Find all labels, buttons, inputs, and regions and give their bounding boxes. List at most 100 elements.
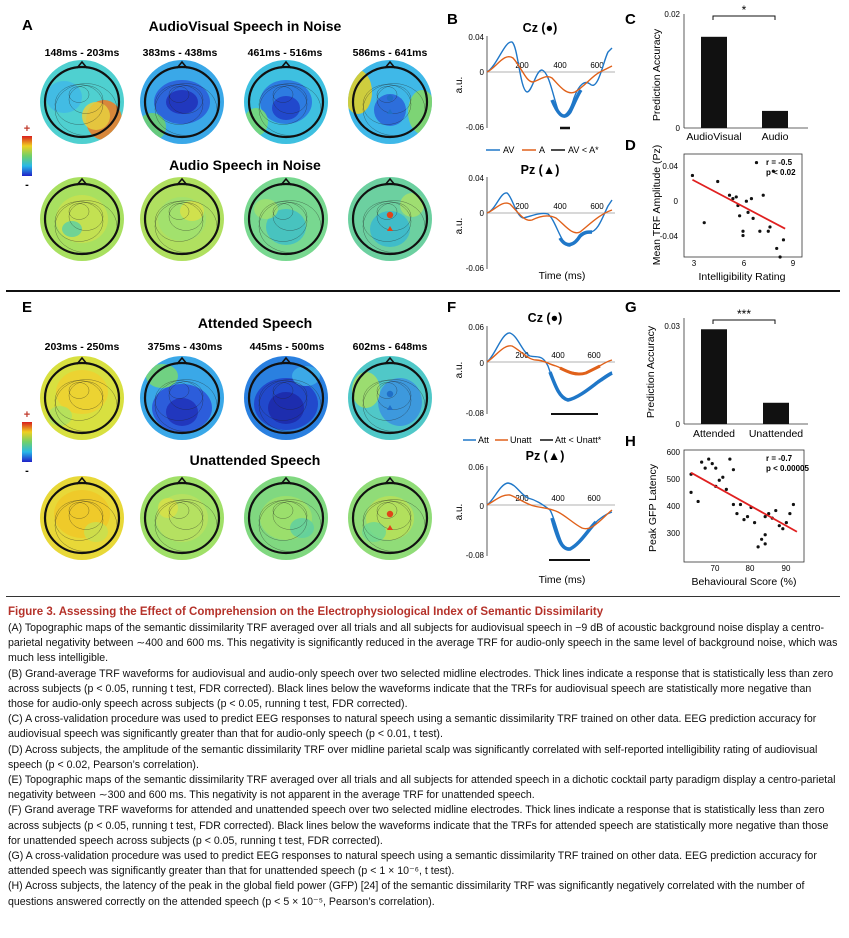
panel-b-ylabel-bot: a.u. bbox=[454, 218, 465, 235]
caption-title: Figure 3. Assessing the Effect of Compre… bbox=[8, 606, 604, 618]
svg-text:0: 0 bbox=[674, 197, 679, 206]
svg-text:0: 0 bbox=[480, 359, 485, 368]
svg-text:600: 600 bbox=[667, 448, 681, 457]
scatter-point bbox=[731, 197, 735, 201]
panel-d-stat-r: r = -0.5 bbox=[766, 158, 793, 167]
scatter-point bbox=[714, 466, 718, 470]
panel-label-g: G bbox=[625, 299, 637, 316]
scatter-point bbox=[758, 229, 762, 233]
scatter-point bbox=[788, 511, 792, 516]
svg-text:3: 3 bbox=[692, 259, 697, 268]
caption-paragraph: (G) A cross-validation procedure was use… bbox=[8, 850, 817, 878]
legend-a: A bbox=[539, 145, 545, 155]
scatter-point bbox=[738, 214, 742, 218]
panel-label-a: A bbox=[22, 17, 33, 34]
time-label: 148ms - 203ms bbox=[45, 47, 120, 59]
panel-h-ylabel: Peak GFP Latency bbox=[647, 463, 659, 552]
panel-b-bottom-ticks: 0.04 0 -0.06 bbox=[466, 174, 485, 273]
svg-text:70: 70 bbox=[711, 564, 720, 573]
svg-text:0: 0 bbox=[480, 502, 485, 511]
panel-h-scatter bbox=[689, 457, 798, 549]
topo-head-map bbox=[40, 356, 124, 440]
svg-text:6: 6 bbox=[742, 259, 747, 268]
panel-b-xticks-bot: 200 400 600 bbox=[515, 202, 604, 211]
scatter-point bbox=[752, 521, 757, 525]
waveform-att-pz-thick bbox=[550, 517, 598, 551]
topo-head-map bbox=[40, 177, 124, 261]
topo-head-map bbox=[244, 60, 328, 144]
waveform-av-pz bbox=[486, 192, 613, 247]
scatter-point bbox=[745, 514, 750, 519]
svg-text:0.04: 0.04 bbox=[468, 33, 484, 42]
panel-d-stat-p: p < 0.02 bbox=[766, 168, 796, 177]
waveform-a-pz bbox=[486, 202, 613, 234]
svg-text:80: 80 bbox=[746, 564, 755, 573]
bar bbox=[763, 402, 789, 424]
svg-text:-0.08: -0.08 bbox=[466, 409, 485, 418]
panel-h-xlabel: Behavioural Score (%) bbox=[691, 576, 796, 588]
panel-c-ytick0: 0 bbox=[676, 124, 681, 133]
svg-text:9: 9 bbox=[791, 259, 796, 268]
scatter-point bbox=[696, 499, 700, 504]
svg-text:-0.04: -0.04 bbox=[660, 232, 679, 241]
panel-divider bbox=[6, 290, 840, 292]
scatter-point bbox=[784, 521, 788, 525]
svg-text:600: 600 bbox=[587, 351, 601, 360]
topo-head-map bbox=[348, 356, 432, 440]
svg-text:0.06: 0.06 bbox=[468, 323, 484, 332]
panel-d-xticks: 3 6 9 bbox=[692, 259, 796, 268]
panel-a-time-labels: 148ms - 203ms 383ms - 438ms 461ms - 516m… bbox=[45, 47, 428, 59]
scatter-point bbox=[690, 173, 695, 178]
time-label: 375ms - 430ms bbox=[148, 341, 223, 353]
caption-divider bbox=[6, 596, 840, 597]
caption-paragraph: (F) Grand average TRF waveforms for atte… bbox=[8, 804, 829, 847]
caption-paragraph: (A) Topographic maps of the semantic dis… bbox=[8, 622, 838, 665]
waveform-a-cz bbox=[486, 56, 613, 94]
scatter-point bbox=[728, 457, 732, 461]
svg-text:200: 200 bbox=[515, 61, 529, 70]
topo-head-map bbox=[140, 356, 224, 440]
svg-text:400: 400 bbox=[551, 494, 565, 503]
topo-head-map bbox=[348, 177, 432, 261]
topo-head-map bbox=[244, 476, 328, 560]
panel-d-xlabel: Intelligibility Rating bbox=[699, 271, 786, 283]
panel-b-legend: AV A AV < A* bbox=[486, 145, 599, 155]
panel-f-top-ticks: 0.06 0 -0.08 bbox=[466, 323, 485, 418]
panel-c-ytick: 0.02 bbox=[664, 10, 680, 19]
panel-g-sig bbox=[712, 319, 776, 324]
scatter-point bbox=[734, 195, 738, 199]
bar-label: Attended bbox=[693, 428, 735, 440]
svg-text:90: 90 bbox=[782, 564, 791, 573]
scatter-point bbox=[738, 502, 743, 507]
waveform-unatt-cz-thick bbox=[559, 364, 601, 376]
scatter-point bbox=[741, 229, 745, 233]
panel-h-yticks: 600 500 400 300 bbox=[667, 448, 681, 538]
scatter-point bbox=[754, 160, 759, 165]
svg-text:600: 600 bbox=[590, 61, 604, 70]
panel-f-waveforms bbox=[486, 332, 613, 561]
scatter-point bbox=[721, 475, 725, 479]
panel-f-ylabel-top: a.u. bbox=[454, 362, 465, 379]
scatter-point bbox=[744, 199, 748, 203]
scatter-point bbox=[731, 468, 736, 472]
scatter-point bbox=[731, 502, 736, 507]
topo-head-map bbox=[348, 476, 432, 560]
panel-c-ylabel: Prediction Accuracy bbox=[651, 28, 663, 121]
svg-text:400: 400 bbox=[553, 61, 567, 70]
time-label: 602ms - 648ms bbox=[353, 341, 428, 353]
scatter-point bbox=[756, 545, 760, 549]
panel-label-c: C bbox=[625, 11, 636, 28]
topo-head-map bbox=[40, 476, 124, 560]
svg-text:300: 300 bbox=[667, 529, 681, 538]
panel-g-ylabel: Prediction Accuracy bbox=[645, 325, 657, 418]
scatter-point bbox=[702, 221, 706, 225]
panel-g-bars bbox=[701, 329, 789, 424]
svg-text:-: - bbox=[25, 465, 29, 477]
scatter-point bbox=[761, 193, 765, 197]
waveform-unatt-pz bbox=[486, 494, 613, 530]
svg-text:+: + bbox=[24, 123, 30, 135]
panel-f-bottom-ticks: 0.06 0 -0.08 bbox=[466, 463, 485, 560]
panel-label-d: D bbox=[625, 137, 636, 154]
svg-text:0.04: 0.04 bbox=[662, 162, 678, 171]
time-label: 383ms - 438ms bbox=[143, 47, 218, 59]
